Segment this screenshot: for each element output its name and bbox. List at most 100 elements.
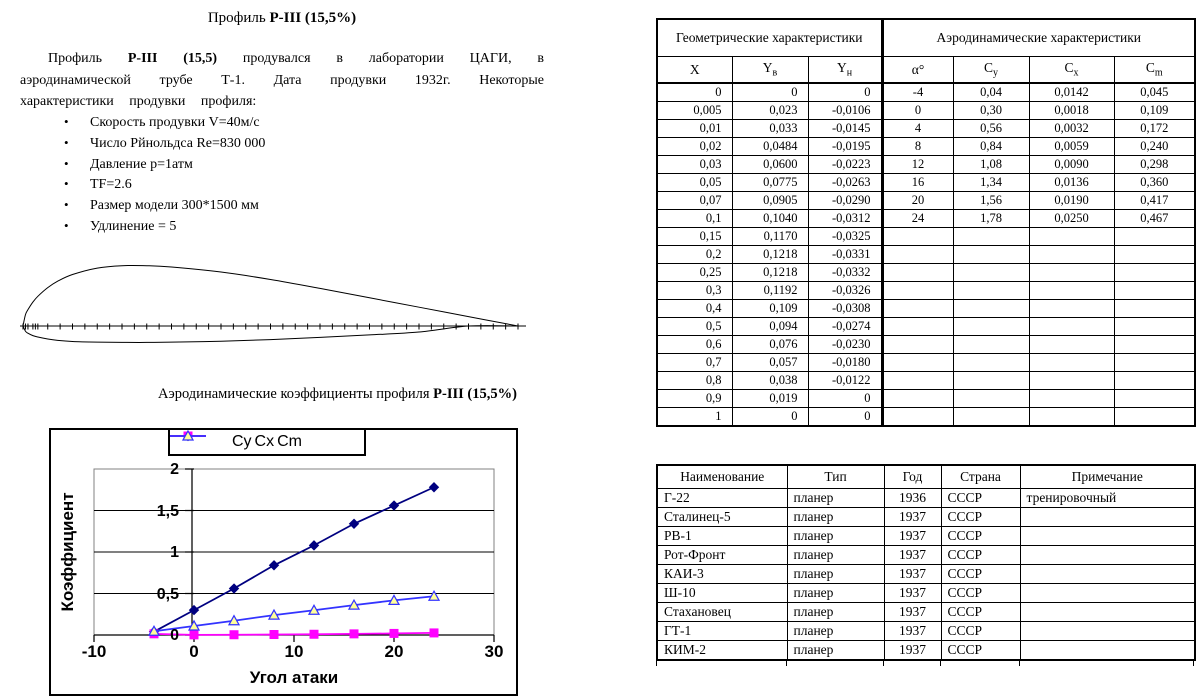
- table-row: 0,2 0,1218 -0,0331: [656, 245, 1196, 264]
- table-cell: -0,0180: [807, 353, 883, 372]
- table-cell: планер: [786, 640, 885, 661]
- table-cell: 0,84: [952, 137, 1030, 156]
- bullet-item: Скорость продувки V=40м/с: [64, 112, 524, 133]
- table-cell: планер: [786, 526, 885, 546]
- table-cell: 0,02: [656, 137, 733, 156]
- table-cell: [1113, 281, 1196, 300]
- column-header: Cx: [1028, 56, 1115, 84]
- legend-item: Cx: [170, 431, 275, 451]
- table-cell: [1019, 564, 1196, 584]
- table-cell: тренировочный: [1019, 488, 1196, 508]
- table-cell: [1113, 371, 1196, 390]
- airfoil-profile-figure: [20, 264, 526, 343]
- intro-paragraph: Профиль Р-III (15,5) продувался в лабора…: [20, 51, 545, 109]
- table-cell: СССР: [940, 507, 1021, 527]
- table-row: КАИ-3 планер 1937 СССР: [656, 564, 1196, 584]
- table-cell: 0,0090: [1028, 155, 1115, 174]
- table-cell: 0,1170: [731, 227, 809, 246]
- x-tick-label: 30: [484, 642, 504, 661]
- y-axis-title: Коэффициент: [58, 492, 77, 612]
- table-cell: 0,5: [656, 317, 733, 336]
- legend-item: Cy: [170, 430, 252, 451]
- table-cell: [952, 317, 1030, 336]
- table-cell: 1,78: [952, 209, 1030, 228]
- bullet-list: Скорость продувки V=40м/сЧисло Рйнольдса…: [64, 112, 524, 237]
- table-cell: [880, 335, 954, 354]
- table-cell: 20: [880, 191, 954, 210]
- table-cell: [952, 245, 1030, 264]
- table-cell: СССР: [940, 640, 1021, 661]
- legend-label: Cy: [231, 433, 252, 450]
- table-cell: 0: [731, 407, 809, 427]
- x-tick-label: 10: [284, 642, 304, 661]
- table-cell: 0,0142: [1028, 82, 1115, 102]
- table-cell: -0,0145: [807, 119, 883, 138]
- table-row: Рот-Фронт планер 1937 СССР: [656, 545, 1196, 565]
- table-cell: СССР: [940, 583, 1021, 603]
- legend-label: Cx: [254, 433, 275, 450]
- table-cell: [952, 299, 1030, 318]
- column-header: Yв: [731, 56, 809, 84]
- table-cell: 1,08: [952, 155, 1030, 174]
- table-row: 0,3 0,1192 -0,0326: [656, 281, 1196, 300]
- table-cell: 0,033: [731, 119, 809, 138]
- table-header-row: Наименование Тип Год Страна Примечание: [656, 464, 1196, 489]
- table-cell: 0,1192: [731, 281, 809, 300]
- table-cell: 0: [807, 407, 883, 427]
- table-row: 0,9 0,019 0: [656, 389, 1196, 408]
- table-cell: 0,15: [656, 227, 733, 246]
- table-cell: КИМ-2: [656, 640, 788, 661]
- table-cell: [880, 317, 954, 336]
- table-cell: [880, 227, 954, 246]
- table-cell: планер: [786, 583, 885, 603]
- table-cell: [1028, 245, 1115, 264]
- table-cell: [1019, 507, 1196, 527]
- table-cell: СССР: [940, 564, 1021, 584]
- table-cell: 0,023: [731, 101, 809, 120]
- table-cell: 0,07: [656, 191, 733, 210]
- chart-legend: Cy Cx Cm: [168, 428, 366, 456]
- y-tick-label: 1,5: [156, 502, 179, 520]
- table-cell: [952, 335, 1030, 354]
- table-row: ГТ-1 планер 1937 СССР: [656, 621, 1196, 641]
- table-cell: СССР: [940, 526, 1021, 546]
- column-header: Год: [883, 464, 942, 489]
- table-column-header-row: X Yв Yн α° Cy Cx Cm: [656, 56, 1196, 84]
- table-cell: -0,0325: [807, 227, 883, 246]
- table-cell: [1113, 389, 1196, 408]
- bullet-item: TF=2.6: [64, 174, 524, 195]
- table-cell: -0,0274: [807, 317, 883, 336]
- table-cell: 4: [880, 119, 954, 138]
- column-header: Cy: [952, 56, 1030, 84]
- table-cell: 0,360: [1113, 173, 1196, 192]
- table-cell: 0,3: [656, 281, 733, 300]
- table-cell: 0,038: [731, 371, 809, 390]
- table-cell: 0,6: [656, 335, 733, 354]
- table-cell: 1937: [883, 526, 942, 546]
- table-cell: [1028, 263, 1115, 282]
- table-row: 0,7 0,057 -0,0180: [656, 353, 1196, 372]
- page-title-bold: Р-III (15,5%): [269, 10, 357, 26]
- table-cell: [1028, 299, 1115, 318]
- table-row: 0,05 0,0775 -0,0263 16 1,34 0,0136 0,360: [656, 173, 1196, 192]
- table-cell: 1937: [883, 621, 942, 641]
- table-cell: планер: [786, 564, 885, 584]
- geometric-section-header: Геометрические характеристики: [656, 18, 883, 57]
- table-cell: 0,1218: [731, 245, 809, 264]
- table-cell: 1: [656, 407, 733, 427]
- table-cell: 0,172: [1113, 119, 1196, 138]
- table-cell: [1028, 227, 1115, 246]
- table-cell: 0,0018: [1028, 101, 1115, 120]
- gliders-table: Наименование Тип Год Страна Примечание Г-22 п…: [656, 464, 1196, 661]
- table-cell: [952, 371, 1030, 390]
- legend-label: Cm: [277, 433, 302, 450]
- table-cell: [1028, 389, 1115, 408]
- table-cell: 0,005: [656, 101, 733, 120]
- table-cell: 0,019: [731, 389, 809, 408]
- table-cell: Рот-Фронт: [656, 545, 788, 565]
- bullet-item: Удлинение = 5: [64, 216, 524, 237]
- table-cell: 1937: [883, 640, 942, 661]
- page-title-text: Профиль: [207, 10, 270, 26]
- table-cut-row: [656, 661, 1194, 666]
- table-cell: 0: [807, 82, 883, 102]
